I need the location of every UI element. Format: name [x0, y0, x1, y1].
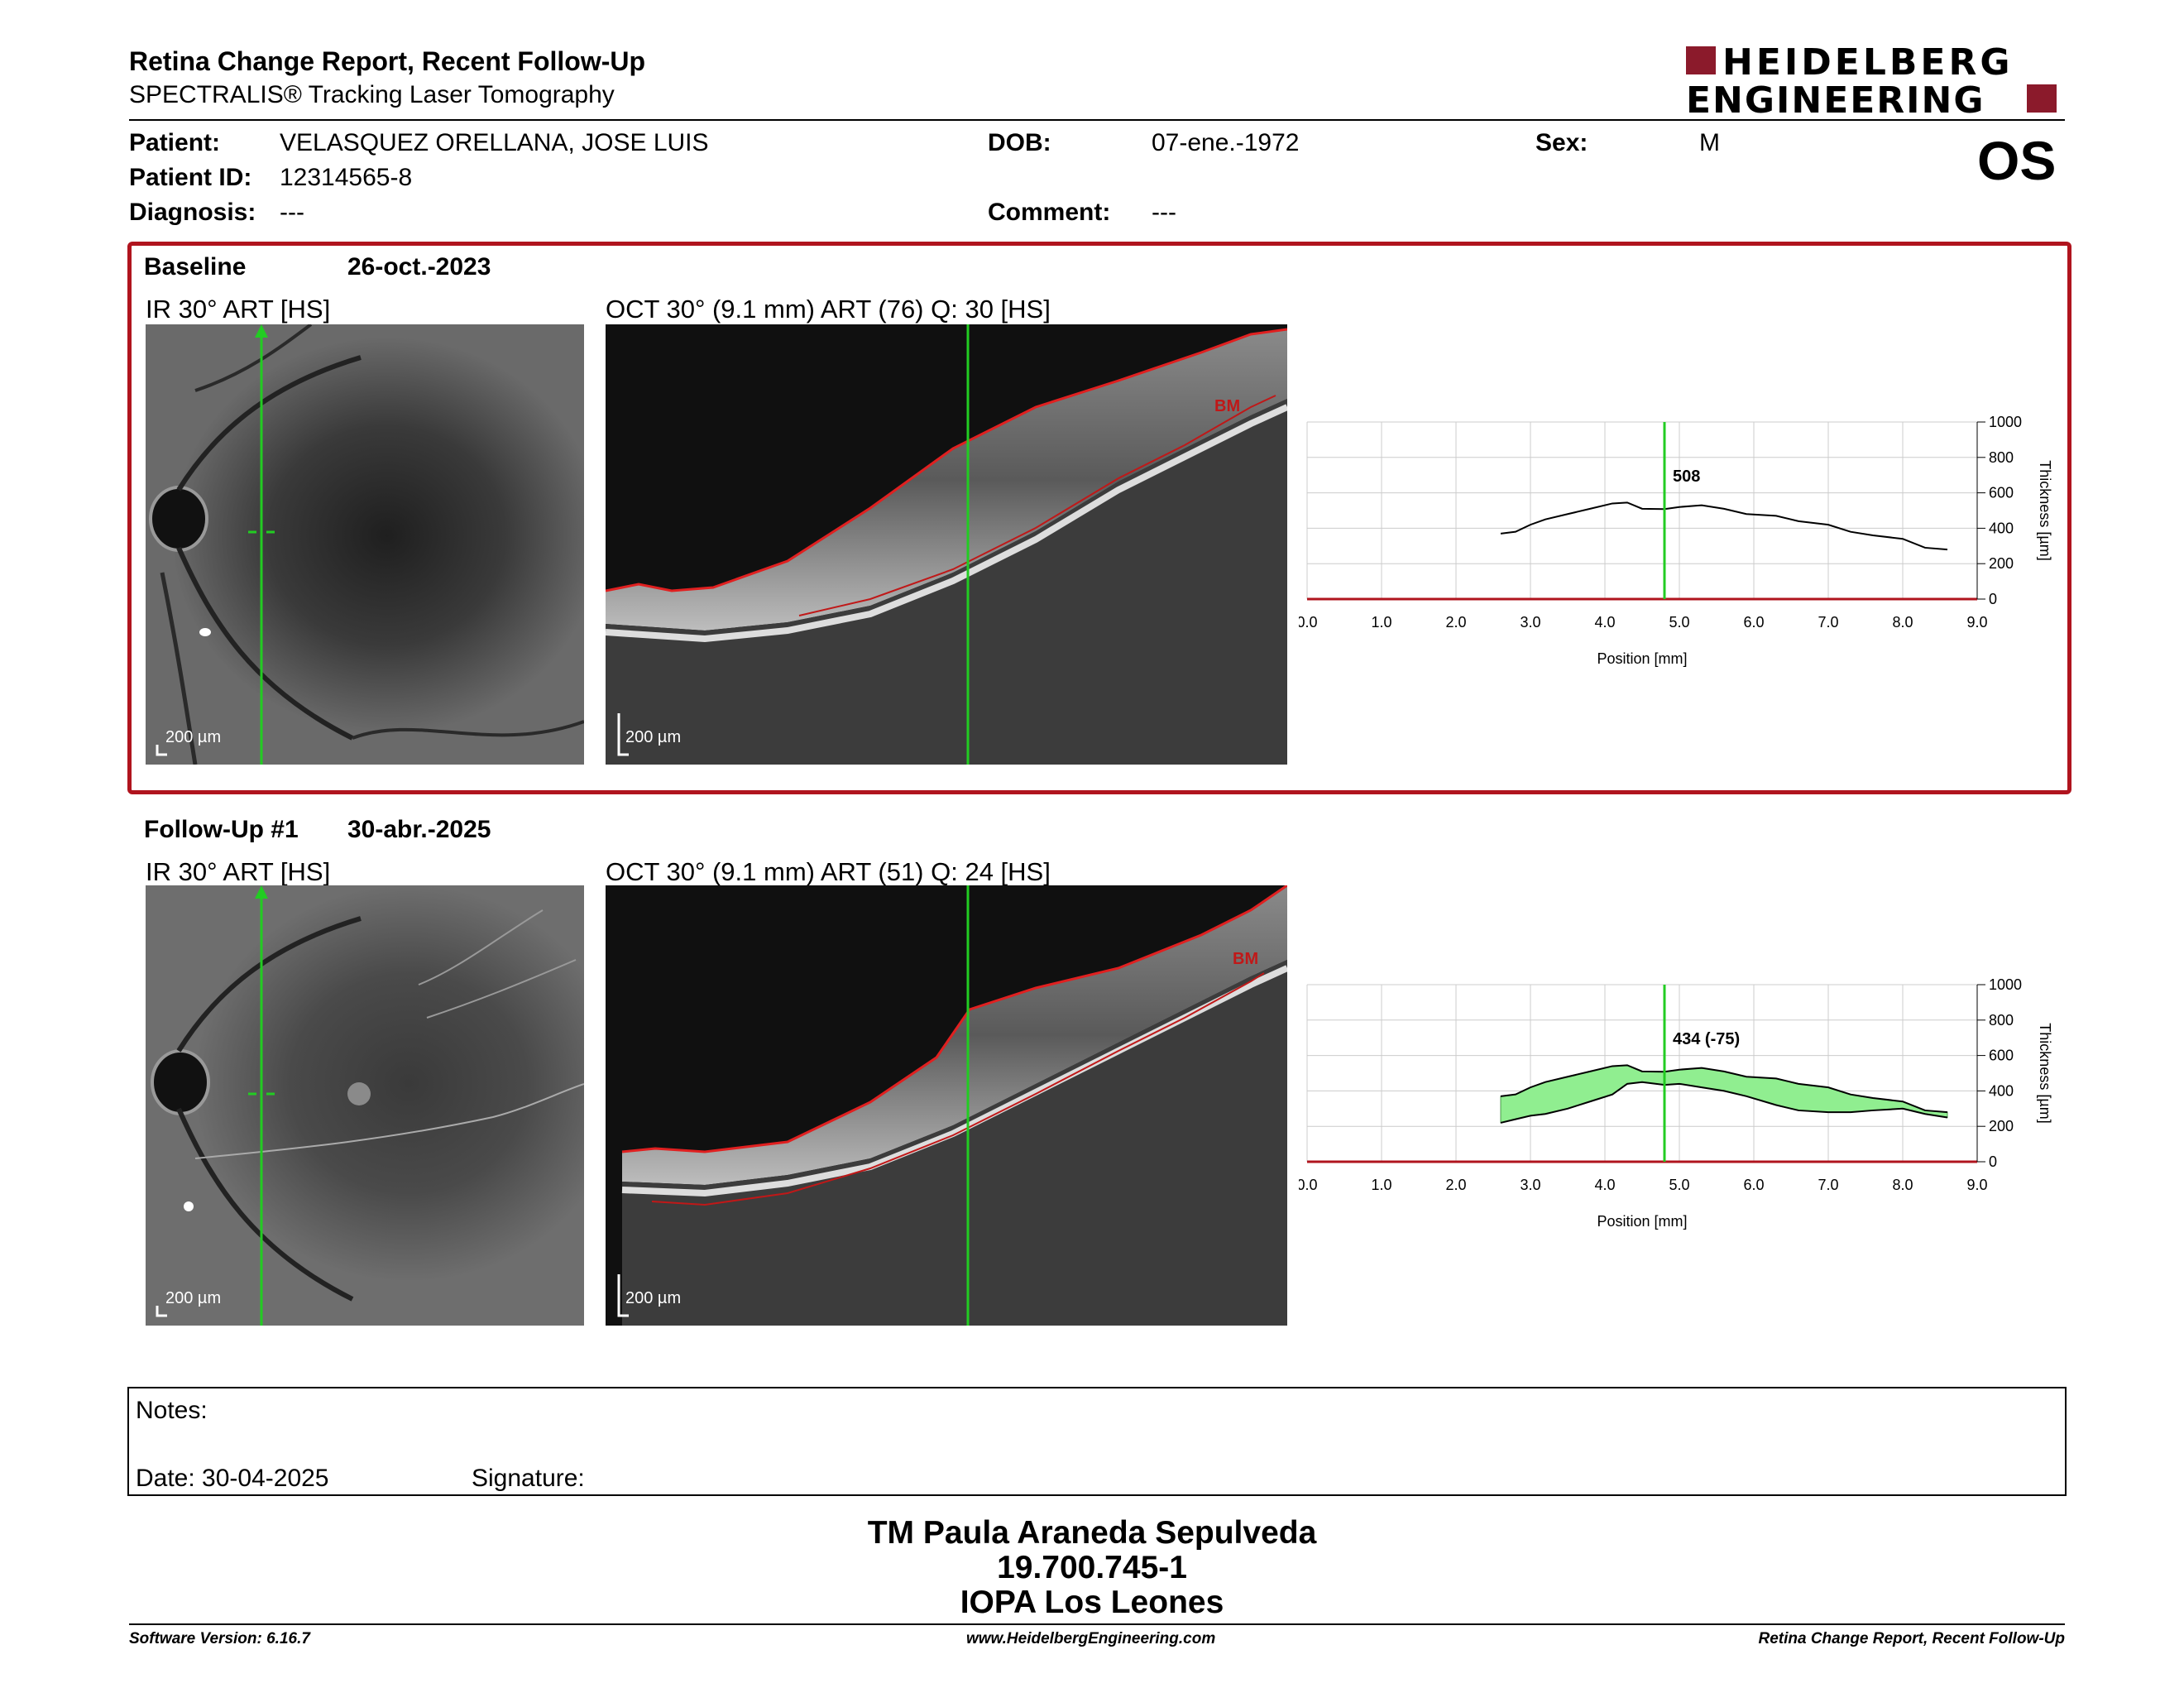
followup-chart-x-tick-label: 8.0 — [1892, 1177, 1913, 1193]
followup-ir-image[interactable]: 200 µm — [146, 885, 584, 1326]
signoff-name: TM Paula Araneda Sepulveda — [867, 1515, 1317, 1551]
diagnosis-value: --- — [280, 199, 304, 226]
followup-date: 30-abr.-2025 — [347, 816, 491, 843]
followup-chart-y-tick-label: 200 — [1989, 1118, 2014, 1134]
followup-chart-x-tick-label: 1.0 — [1371, 1177, 1391, 1193]
footer-software-version: Software Version: 6.16.7 — [129, 1630, 310, 1647]
sex-value: M — [1699, 129, 1720, 156]
followup-chart-x-tick-label: 6.0 — [1743, 1177, 1764, 1193]
sex-label: Sex: — [1535, 129, 1588, 156]
baseline-chart-series-line-0 — [1500, 501, 1948, 551]
baseline-chart-y-tick-label: 0 — [1989, 591, 1997, 607]
baseline-chart-x-tick-label: 3.0 — [1520, 614, 1540, 631]
followup-oct-image[interactable]: BM 200 µm — [606, 885, 1287, 1326]
baseline-chart-y-tick-label: 800 — [1989, 449, 2014, 466]
followup-chart-y-tick-label: 800 — [1989, 1012, 2014, 1029]
notes-label: Notes: — [136, 1397, 208, 1424]
patient-id: 12314565-8 — [280, 164, 413, 191]
patient-name: VELASQUEZ ORELLANA, JOSE LUIS — [280, 129, 709, 156]
baseline-thickness-chart: 0.0 1.0 2.0 3.0 4.0 5.0 6.0 7.0 8.0 9.00 200 400 600… — [1299, 414, 2053, 667]
baseline-chart-x-axis-label: Position [mm] — [1597, 650, 1687, 667]
followup-chart-marker-label: 434 (-75) — [1673, 1030, 1740, 1048]
followup-chart-x-tick-label: 3.0 — [1520, 1177, 1540, 1193]
signoff-institution: IOPA Los Leones — [960, 1585, 1224, 1620]
baseline-section — [127, 242, 2071, 794]
signoff-id: 19.700.745-1 — [997, 1550, 1187, 1585]
followup-chart-x-tick-label: 0.0 — [1299, 1177, 1318, 1193]
baseline-chart-x-tick-label: 6.0 — [1743, 614, 1764, 631]
followup-chart-x-tick-label: 9.0 — [1966, 1177, 1987, 1193]
baseline-chart-x-tick-label: 9.0 — [1966, 614, 1987, 631]
diagnosis-label: Diagnosis: — [129, 199, 256, 226]
notes-date: Date: 30-04-2025 — [136, 1465, 329, 1492]
baseline-oct-image[interactable]: BM 200 µm — [606, 324, 1287, 765]
followup-label: Follow-Up #1 — [144, 816, 299, 843]
followup-chart-y-tick-label: 1000 — [1989, 976, 2022, 993]
followup-chart-y-axis-label: Thickness [µm] — [2037, 1023, 2053, 1123]
followup-oct-ilm-line — [621, 885, 1287, 1153]
notes-box[interactable] — [127, 1387, 2067, 1496]
followup-chart-y-tick-label: 600 — [1989, 1048, 2014, 1064]
followup-ir-title: IR 30° ART [HS] — [146, 857, 331, 886]
dob-label: DOB: — [988, 129, 1051, 156]
baseline-chart-x-tick-label: 8.0 — [1892, 614, 1913, 631]
baseline-ir-title: IR 30° ART [HS] — [146, 295, 331, 324]
followup-ir-scale: 200 µm — [165, 1289, 222, 1307]
baseline-date: 26-oct.-2023 — [347, 253, 491, 281]
patient-label: Patient: — [129, 129, 221, 156]
baseline-chart-marker-label: 508 — [1673, 468, 1700, 486]
followup-chart-x-tick-label: 7.0 — [1818, 1177, 1838, 1193]
report-subtitle: SPECTRALIS® Tracking Laser Tomography — [129, 81, 615, 108]
baseline-chart-x-tick-label: 1.0 — [1371, 614, 1391, 631]
baseline-chart-x-tick-label: 4.0 — [1594, 614, 1615, 631]
baseline-chart-x-tick-label: 7.0 — [1818, 614, 1838, 631]
report-title: Retina Change Report, Recent Follow-Up — [129, 46, 646, 76]
followup-chart-x-tick-label: 2.0 — [1445, 1177, 1466, 1193]
followup-thickness-chart: 0.0 1.0 2.0 3.0 4.0 5.0 6.0 7.0 8.0 9.00 200 400 600… — [1299, 976, 2053, 1230]
followup-chart-x-tick-label: 5.0 — [1669, 1177, 1689, 1193]
baseline-oct-title: OCT 30° (9.1 mm) ART (76) Q: 30 [HS] — [606, 295, 1051, 324]
comment-value: --- — [1152, 199, 1176, 226]
signoff-block: TM Paula Araneda Sepulveda 19.700.745-1 … — [0, 1516, 2184, 1620]
patient-id-label: Patient ID: — [129, 164, 252, 191]
followup-bm-label: BM — [1233, 950, 1259, 968]
baseline-bm-label: BM — [1214, 397, 1241, 415]
baseline-label: Baseline — [144, 253, 247, 281]
baseline-chart-y-tick-label: 400 — [1989, 520, 2014, 536]
baseline-oct-scale: 200 µm — [625, 728, 682, 746]
baseline-ir-image[interactable]: 200 µm — [146, 324, 584, 765]
dob-value: 07-ene.-1972 — [1152, 129, 1300, 156]
baseline-ir-scale: 200 µm — [165, 728, 222, 746]
eye-indicator: OS — [1977, 130, 2057, 191]
followup-chart-y-tick-label: 0 — [1989, 1153, 1997, 1170]
notes-signature-label: Signature: — [472, 1465, 585, 1492]
baseline-oct-ilm-line — [606, 328, 1287, 592]
footer-website[interactable]: www.HeidelbergEngineering.com — [966, 1630, 1216, 1647]
baseline-oct-bm-line — [798, 395, 1276, 616]
baseline-chart-x-tick-label: 5.0 — [1669, 614, 1689, 631]
baseline-chart-x-tick-label: 2.0 — [1445, 614, 1466, 631]
followup-chart-difference-area — [1500, 1064, 1948, 1124]
baseline-chart-y-tick-label: 600 — [1989, 485, 2014, 501]
followup-chart-series-line-1 — [1500, 1081, 1948, 1124]
followup-chart-x-axis-label: Position [mm] — [1597, 1213, 1687, 1230]
followup-chart-series-line-0 — [1500, 1064, 1948, 1114]
comment-label: Comment: — [988, 199, 1111, 226]
followup-oct-scale: 200 µm — [625, 1289, 682, 1307]
footer-report-name: Retina Change Report, Recent Follow-Up — [1758, 1630, 2065, 1647]
baseline-chart-y-axis-label: Thickness [µm] — [2037, 460, 2053, 560]
baseline-chart-x-tick-label: 0.0 — [1299, 614, 1318, 631]
followup-chart-x-tick-label: 4.0 — [1594, 1177, 1615, 1193]
heidelberg-logo: HEIDELBERG ENGINEERING — [1686, 41, 2067, 122]
baseline-chart-y-tick-label: 200 — [1989, 555, 2014, 572]
followup-oct-bm-line — [651, 972, 1265, 1206]
followup-oct-title: OCT 30° (9.1 mm) ART (51) Q: 24 [HS] — [606, 857, 1051, 886]
baseline-chart-y-tick-label: 1000 — [1989, 414, 2022, 430]
followup-chart-y-tick-label: 400 — [1989, 1082, 2014, 1099]
